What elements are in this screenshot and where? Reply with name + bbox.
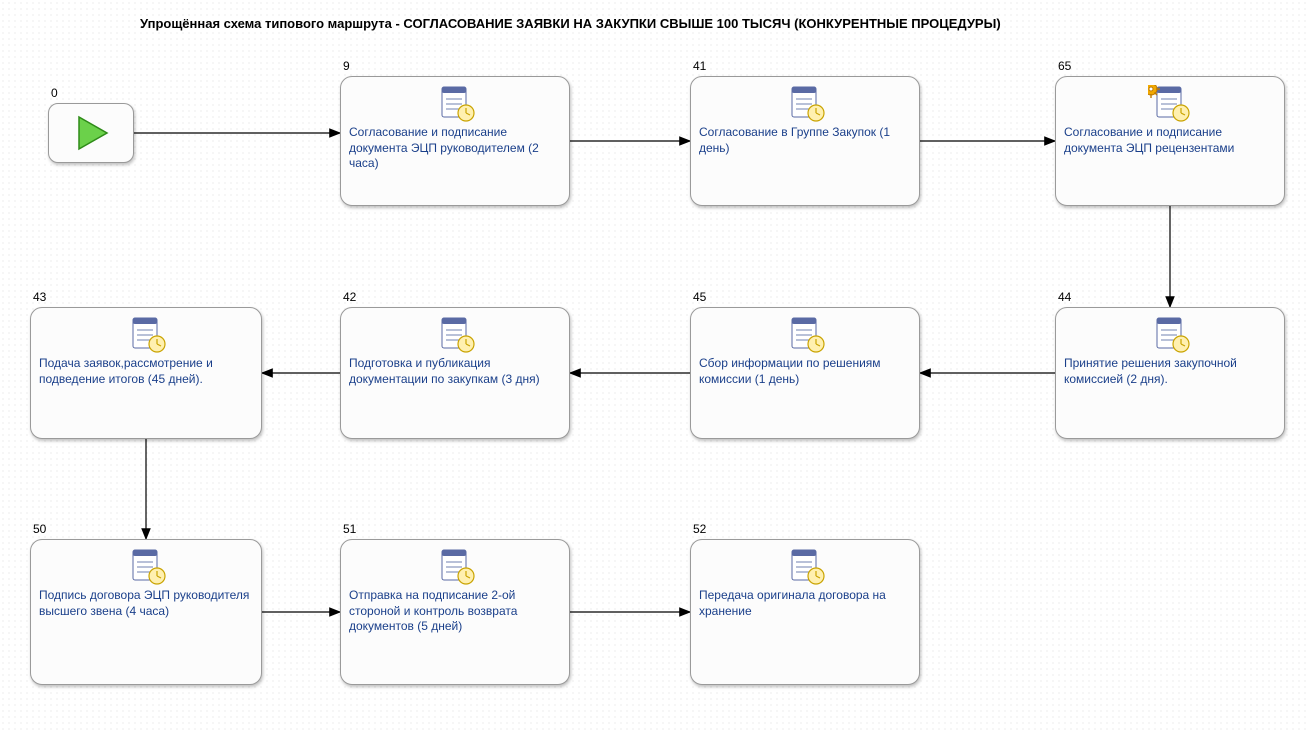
doc-clock-icon	[1148, 316, 1192, 356]
process-node: 50Подпись договора ЭЦП руководителя высш…	[30, 539, 262, 685]
node-id: 44	[1058, 290, 1071, 304]
doc-clock-icon	[783, 548, 827, 588]
node-icon	[699, 83, 911, 125]
process-node: 65Согласование и подписание документа ЭЦ…	[1055, 76, 1285, 206]
node-id: 45	[693, 290, 706, 304]
doc-clock-icon	[124, 316, 168, 356]
node-id: 42	[343, 290, 356, 304]
doc-clock-icon	[124, 548, 168, 588]
process-node: 42Подготовка и публикация документации п…	[340, 307, 570, 439]
node-id: 9	[343, 59, 350, 73]
node-icon	[699, 546, 911, 588]
node-id: 0	[51, 86, 58, 100]
node-label: Подготовка и публикация документации по …	[349, 356, 561, 387]
node-icon	[349, 314, 561, 356]
process-node: 9Согласование и подписание документа ЭЦП…	[340, 76, 570, 206]
node-label: Подпись договора ЭЦП руководителя высшег…	[39, 588, 253, 619]
node-label: Сбор информации по решениям комиссии (1 …	[699, 356, 911, 387]
play-icon	[71, 113, 111, 153]
node-id: 52	[693, 522, 706, 536]
process-node: 43Подача заявок,рассмотрение и подведени…	[30, 307, 262, 439]
node-label: Согласование и подписание документа ЭЦП …	[1064, 125, 1276, 156]
node-icon	[1064, 83, 1276, 125]
process-node: 45Сбор информации по решениям комиссии (…	[690, 307, 920, 439]
doc-clock-icon	[433, 85, 477, 125]
process-node: 44Принятие решения закупочной комиссией …	[1055, 307, 1285, 439]
node-icon	[349, 83, 561, 125]
node-icon	[39, 314, 253, 356]
doc-clock-icon	[1148, 85, 1192, 125]
doc-clock-icon	[783, 316, 827, 356]
diagram-title: Упрощённая схема типового маршрута - СОГ…	[140, 16, 1001, 31]
node-id: 51	[343, 522, 356, 536]
node-id: 43	[33, 290, 46, 304]
node-id: 50	[33, 522, 46, 536]
node-id: 65	[1058, 59, 1071, 73]
node-label: Согласование и подписание документа ЭЦП …	[349, 125, 561, 172]
node-label: Отправка на подписание 2-ой стороной и к…	[349, 588, 561, 635]
process-node: 51Отправка на подписание 2-ой стороной и…	[340, 539, 570, 685]
node-label: Подача заявок,рассмотрение и подведение …	[39, 356, 253, 387]
node-label: Согласование в Группе Закупок (1 день)	[699, 125, 911, 156]
node-icon	[39, 546, 253, 588]
process-node: 41Согласование в Группе Закупок (1 день)	[690, 76, 920, 206]
start-node: 0	[48, 103, 134, 163]
doc-clock-icon	[783, 85, 827, 125]
node-id: 41	[693, 59, 706, 73]
node-label: Передача оригинала договора на хранение	[699, 588, 911, 619]
doc-clock-icon	[433, 548, 477, 588]
node-icon	[1064, 314, 1276, 356]
doc-clock-icon	[433, 316, 477, 356]
process-node: 52Передача оригинала договора на хранени…	[690, 539, 920, 685]
node-icon	[699, 314, 911, 356]
node-icon	[349, 546, 561, 588]
node-label: Принятие решения закупочной комиссией (2…	[1064, 356, 1276, 387]
